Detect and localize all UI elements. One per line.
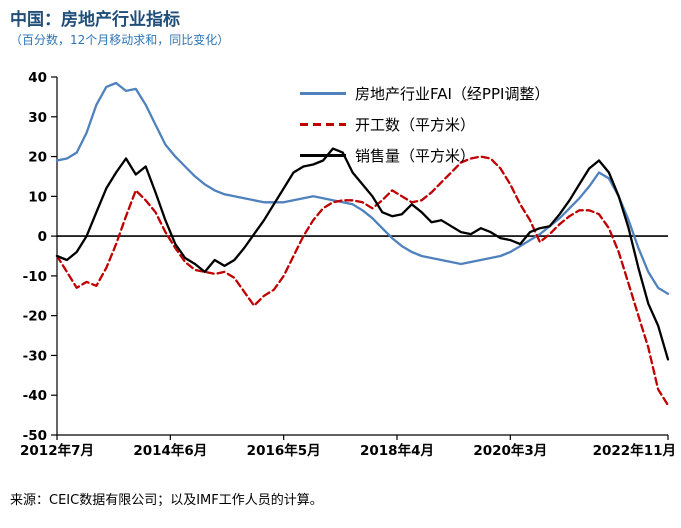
y-tick-label: -20 [23, 309, 47, 325]
y-tick-label: 0 [38, 229, 47, 245]
series-line-2 [55, 147, 670, 361]
chart-title: 中国：房地产行业指标 [10, 10, 180, 30]
legend-item-starts: 开工数（平方米） [300, 114, 549, 135]
y-tick-label: 20 [28, 150, 47, 166]
series-line-1 [55, 155, 670, 407]
legend-item-fai: 房地产行业FAI（经PPI调整） [300, 83, 549, 104]
x-tick-label: 2016年5月 [247, 442, 321, 459]
x-tick-label: 2020年3月 [473, 442, 547, 459]
y-tick-label: 10 [28, 189, 47, 205]
y-tick-label: -50 [23, 428, 47, 444]
chart-legend: 房地产行业FAI（经PPI调整） 开工数（平方米） 销售量（平方米） [300, 83, 549, 166]
legend-swatch-starts-line [300, 123, 346, 126]
series-line-0 [55, 81, 670, 295]
y-tick-label: -10 [23, 269, 47, 285]
y-tick-label: 30 [28, 110, 47, 126]
x-tick-label: 2012年7月 [20, 442, 94, 459]
y-tick-label: 40 [28, 70, 47, 86]
legend-swatch-sales-line [300, 154, 346, 157]
source-note: 来源：CEIC数据有限公司；以及IMF工作人员的计算。 [10, 493, 323, 508]
legend-swatch-fai-line [300, 92, 346, 95]
x-tick-label: 2014年6月 [133, 442, 207, 459]
legend-label-fai: 房地产行业FAI（经PPI调整） [355, 85, 550, 103]
chart-area: 40 30 20 10 0 -10 -20 -30 -40 -50 2012年7月 2014年6月 20… [0, 51, 681, 463]
y-tick-label: -30 [23, 348, 47, 364]
chart-subtitle: （百分数，12个月移动求和，同比变化） [10, 33, 230, 47]
y-tick-label: -40 [23, 388, 47, 404]
x-tick-label: 2022年11月 [593, 442, 676, 459]
legend-label-sales: 销售量（平方米） [355, 147, 476, 165]
chart-header: 中国：房地产行业指标 （百分数，12个月移动求和，同比变化） [0, 0, 681, 49]
legend-label-starts: 开工数（平方米） [355, 116, 476, 134]
x-tick-label: 2018年4月 [360, 442, 434, 459]
legend-item-sales: 销售量（平方米） [300, 145, 549, 166]
